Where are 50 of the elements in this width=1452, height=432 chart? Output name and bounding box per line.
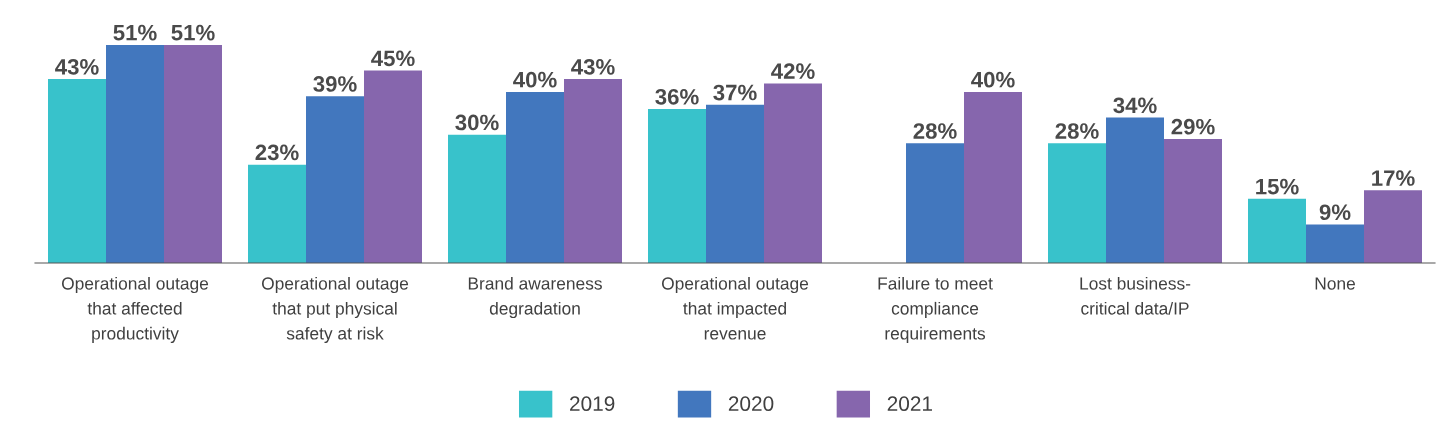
data-label: 40%	[513, 71, 557, 88]
data-label: 43%	[55, 58, 99, 75]
data-label: 39%	[313, 76, 357, 92]
bar	[1106, 117, 1164, 263]
data-label: 42%	[771, 63, 815, 79]
data-label: 40%	[971, 71, 1015, 88]
data-label: 15%	[1256, 178, 1299, 195]
x-tick-label: Failure to meet compliance requirements	[878, 276, 993, 344]
bar	[1364, 190, 1422, 263]
data-label: 29%	[1171, 118, 1215, 135]
data-label: 45%	[371, 50, 415, 67]
bar	[248, 164, 306, 263]
bar	[764, 83, 822, 263]
bar	[564, 79, 622, 263]
bar	[364, 70, 422, 263]
bar	[48, 79, 106, 263]
x-tick-label: Operational outage that affected productivity	[61, 276, 209, 344]
data-label: 17%	[1372, 170, 1415, 186]
bar	[964, 91, 1022, 263]
bar	[164, 44, 222, 263]
x-tick-label: Brand awareness degradation	[468, 276, 602, 319]
legend-label: 2021	[887, 396, 932, 412]
x-tick-label: Operational outage that impacted revenue	[661, 276, 809, 340]
legend-label: 2019	[570, 396, 615, 412]
x-tick-label: None	[1315, 277, 1355, 290]
data-label: 43%	[571, 58, 615, 75]
data-label: 51%	[113, 24, 157, 41]
data-label: 23%	[255, 144, 299, 161]
bar	[306, 96, 364, 263]
bar	[106, 44, 164, 263]
bar	[706, 104, 764, 263]
data-label: 37%	[713, 84, 757, 101]
x-tick-label: Lost business- critical data/IP	[1080, 276, 1191, 315]
bar	[906, 143, 964, 263]
bar	[1048, 143, 1106, 263]
bar	[448, 134, 506, 263]
data-label: 51%	[171, 24, 215, 41]
data-label: 30%	[455, 114, 499, 131]
data-label: 36%	[655, 88, 699, 105]
bar	[648, 109, 706, 263]
bar	[1248, 198, 1306, 263]
bar	[506, 91, 564, 263]
data-label: 28%	[913, 123, 957, 139]
data-label: 28%	[1055, 123, 1099, 139]
data-label: 34%	[1113, 97, 1157, 114]
data-label: 9%	[1319, 204, 1351, 221]
legend-label: 2020	[728, 396, 774, 412]
x-tick-label: Operational outage that put physical safety at risk	[261, 276, 409, 344]
bar	[1164, 138, 1222, 263]
bar	[1306, 224, 1364, 263]
